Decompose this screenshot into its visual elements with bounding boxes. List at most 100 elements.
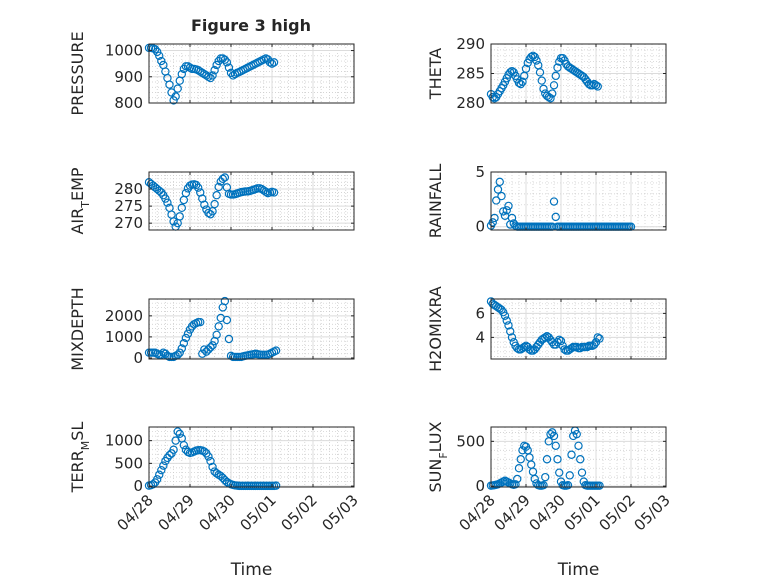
data-point bbox=[588, 81, 597, 90]
x-tick-label: 05/02 bbox=[596, 491, 639, 534]
y-axis-label-subscript: T bbox=[79, 201, 92, 209]
data-point bbox=[535, 68, 545, 77]
data-point bbox=[214, 322, 223, 331]
data-point bbox=[502, 206, 511, 215]
plot-area bbox=[149, 299, 354, 359]
y-tick-label: 5 bbox=[475, 163, 485, 181]
data-point bbox=[516, 455, 525, 464]
y-tick-label: 1000 bbox=[105, 432, 143, 450]
x-tick-label: 04/28 bbox=[456, 491, 499, 534]
data-point bbox=[198, 349, 207, 358]
axes-box bbox=[148, 298, 355, 360]
data-point bbox=[179, 440, 189, 450]
y-tick-label: 280 bbox=[456, 94, 485, 112]
y-tick-label: 0 bbox=[133, 477, 143, 495]
data-point bbox=[271, 346, 281, 355]
data-point bbox=[152, 47, 162, 57]
data-point bbox=[269, 58, 279, 67]
y-tick-label: 800 bbox=[114, 94, 143, 112]
data-point bbox=[567, 450, 576, 459]
axes-box bbox=[490, 426, 667, 488]
y-axis-label: THETA bbox=[426, 48, 445, 100]
data-point bbox=[495, 177, 504, 187]
data-point bbox=[504, 321, 513, 330]
subplot-4: 0 5 RAINFALL bbox=[426, 163, 667, 239]
y-axis-label-main: MIXDEPTH bbox=[68, 287, 87, 370]
data-point bbox=[521, 64, 531, 73]
axes-box bbox=[148, 426, 355, 488]
data-point bbox=[555, 335, 564, 344]
data-point bbox=[520, 342, 529, 352]
y-tick-label: 270 bbox=[114, 214, 143, 232]
y-axis-label-subscript: F bbox=[437, 452, 450, 458]
data-point bbox=[169, 217, 178, 226]
y-axis-label: SUNFLUX bbox=[426, 421, 450, 492]
data-point bbox=[224, 63, 234, 72]
data-point bbox=[220, 173, 230, 182]
data-point bbox=[500, 311, 510, 320]
data-point bbox=[169, 445, 178, 454]
data-point bbox=[572, 429, 581, 439]
data-point bbox=[208, 462, 217, 472]
data-point bbox=[502, 316, 511, 325]
data-point bbox=[175, 429, 184, 439]
data-point bbox=[202, 71, 211, 80]
y-axis-label-tail: LUX bbox=[426, 421, 445, 452]
data-point bbox=[267, 59, 277, 68]
plot-area bbox=[149, 172, 354, 230]
subplot-6: 4 6 H2OMIXRA bbox=[426, 286, 667, 372]
data-point bbox=[595, 334, 604, 343]
data-point bbox=[532, 56, 541, 65]
data-point bbox=[204, 72, 213, 81]
data-point bbox=[220, 55, 230, 64]
subplot-5: 0 1000 2000 MIXDEPTH bbox=[68, 287, 355, 371]
subplot-1: 800 900 1000 PRESSURE bbox=[68, 31, 355, 116]
data-point bbox=[222, 315, 232, 325]
data-point bbox=[214, 56, 223, 66]
y-axis-label: TERRMSL bbox=[68, 422, 92, 494]
y-axis-label: RAINFALL bbox=[426, 164, 445, 239]
data-point bbox=[157, 465, 166, 475]
y-axis-label-main: TERR bbox=[68, 450, 87, 493]
y-axis-label-main: PRESSURE bbox=[68, 31, 87, 115]
data-point bbox=[204, 208, 213, 218]
y-tick-label: 900 bbox=[114, 68, 143, 86]
data-point bbox=[551, 441, 560, 451]
data-point bbox=[165, 450, 174, 460]
data-point bbox=[546, 94, 555, 103]
x-tick-label: 04/29 bbox=[155, 491, 198, 534]
data-point bbox=[155, 470, 164, 479]
data-point bbox=[228, 71, 238, 80]
y-axis-label-main: SUN bbox=[426, 459, 445, 493]
data-point bbox=[541, 333, 550, 342]
y-tick-label: 0 bbox=[133, 349, 143, 367]
data-point bbox=[214, 182, 223, 192]
x-tick-label: 04/30 bbox=[526, 491, 569, 534]
x-tick-label: 05/02 bbox=[278, 491, 321, 534]
data-series bbox=[144, 427, 281, 491]
y-axis-label-main: AIR bbox=[68, 208, 87, 235]
data-point bbox=[497, 191, 506, 201]
data-point bbox=[548, 89, 557, 98]
data-point bbox=[551, 71, 560, 81]
data-point bbox=[185, 63, 195, 72]
x-tick-label: 05/01 bbox=[561, 491, 604, 534]
x-tick-label: 04/28 bbox=[114, 491, 157, 534]
data-point bbox=[497, 305, 506, 314]
y-axis-label-main: H2OMIXRA bbox=[426, 286, 445, 372]
data-point bbox=[551, 212, 560, 222]
data-point bbox=[177, 203, 186, 213]
data-series bbox=[486, 297, 604, 355]
y-axis-label: MIXDEPTH bbox=[68, 287, 87, 370]
data-point bbox=[576, 455, 585, 464]
data-point bbox=[173, 350, 182, 359]
data-point bbox=[593, 333, 602, 342]
data-point bbox=[206, 456, 215, 466]
y-axis-label-main: RAINFALL bbox=[426, 164, 445, 239]
data-point bbox=[514, 78, 524, 88]
data-point bbox=[152, 475, 162, 484]
data-point bbox=[212, 190, 221, 200]
data-point bbox=[212, 330, 221, 339]
